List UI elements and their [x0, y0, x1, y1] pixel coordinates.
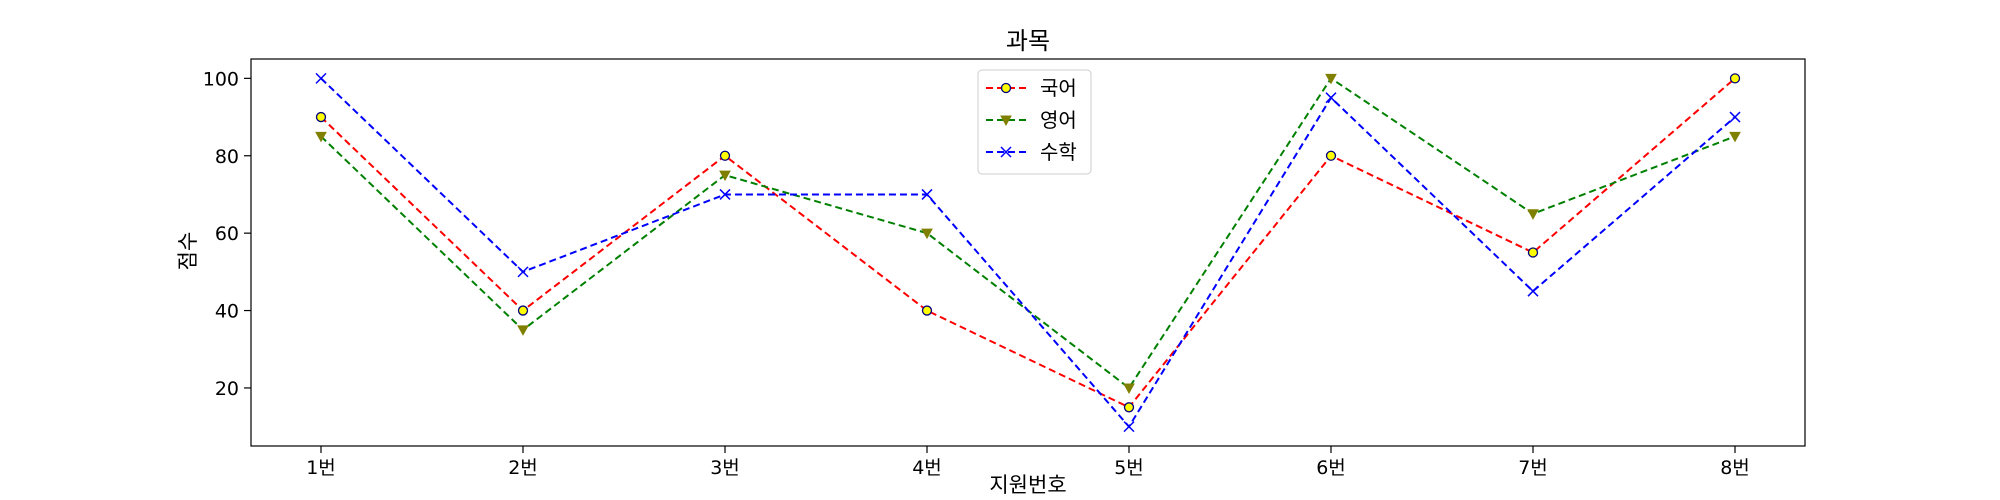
- data-point-series-1: [1325, 150, 1337, 161]
- legend-label-3: 수학: [1040, 140, 1077, 164]
- legend-marker-3: [1000, 146, 1012, 158]
- data-point-series-2: [1123, 383, 1135, 394]
- x-tick-label: 4번: [912, 457, 942, 479]
- data-point-series-2: [719, 170, 731, 182]
- data-point-series-1: [517, 305, 529, 316]
- data-point-series-3: [517, 266, 529, 278]
- data-point-series-3: [1729, 111, 1741, 123]
- legend-marker-2: [1000, 115, 1012, 127]
- data-point-series-2: [517, 325, 529, 336]
- legend-label-1: 국어: [1040, 76, 1077, 100]
- y-tick-label: 60: [215, 223, 239, 245]
- x-tick-label: 5번: [1114, 457, 1144, 479]
- data-point-series-2: [1325, 73, 1337, 85]
- plot-frame: [250, 58, 1806, 447]
- legend-marker-1: [1000, 82, 1012, 94]
- chart-title: 과목: [1006, 27, 1050, 55]
- data-point-series-2: [1729, 131, 1741, 143]
- data-point-series-2: [1527, 209, 1539, 220]
- legend-label-2: 영어: [1040, 108, 1077, 132]
- data-point-series-1: [1729, 73, 1741, 84]
- x-tick-label: 8번: [1720, 457, 1750, 479]
- data-point-series-1: [315, 111, 327, 123]
- y-tick-label: 20: [215, 378, 239, 400]
- y-tick-label: 80: [215, 146, 239, 168]
- y-axis-label: 점수: [176, 232, 200, 271]
- x-tick-label: 6번: [1316, 457, 1346, 479]
- x-tick-label: 2번: [508, 457, 538, 479]
- data-point-series-1: [719, 150, 731, 161]
- data-point-series-2: [315, 131, 327, 143]
- x-axis-label: 지원번호: [989, 473, 1066, 497]
- x-tick-label: 7번: [1518, 457, 1548, 479]
- data-point-series-3: [315, 72, 327, 84]
- x-tick-label: 3번: [710, 457, 740, 479]
- data-point-series-3: [1123, 421, 1135, 433]
- data-point-series-1: [1123, 402, 1135, 413]
- series-line-1: [320, 77, 1736, 409]
- y-tick-label: 100: [203, 68, 239, 90]
- data-point-series-3: [719, 188, 731, 200]
- data-point-series-1: [1527, 247, 1539, 258]
- data-point-series-3: [1527, 285, 1539, 297]
- series-line-3: [320, 77, 1736, 429]
- data-point-series-1: [921, 305, 933, 316]
- x-tick-label: 1번: [306, 457, 336, 479]
- data-point-series-3: [1325, 92, 1337, 104]
- data-point-series-2: [921, 228, 933, 240]
- data-point-series-3: [921, 188, 933, 200]
- y-tick-label: 40: [215, 301, 239, 323]
- legend-box: [977, 69, 1092, 175]
